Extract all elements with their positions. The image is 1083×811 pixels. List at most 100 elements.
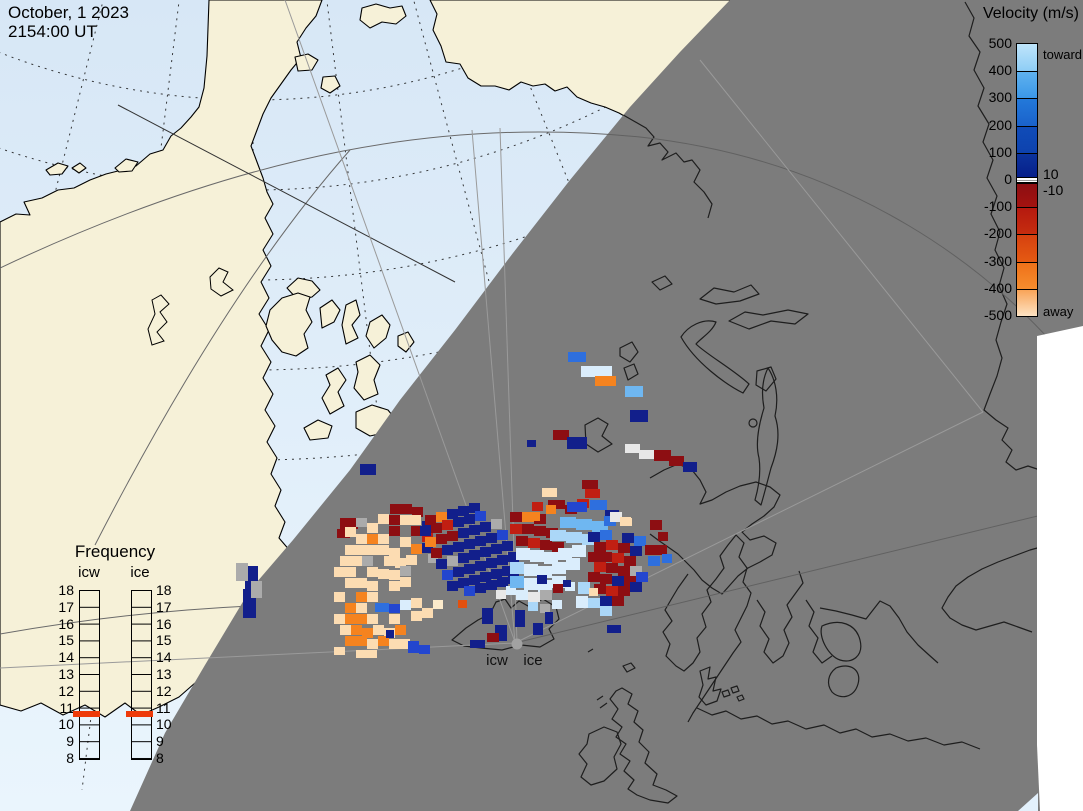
radar-cell: [345, 567, 356, 577]
island: [319, 299, 341, 329]
radar-cell: [630, 410, 648, 422]
radar-cell: [542, 488, 557, 497]
radar-cell: [447, 509, 458, 519]
frequency-scale-label: 15: [58, 632, 74, 649]
frequency-panel-title: Frequency: [74, 542, 156, 561]
radar-cell: [654, 450, 671, 461]
radar-cell: [625, 444, 640, 453]
radar-cell: [566, 532, 582, 543]
colorbar-segment: [1017, 98, 1037, 126]
radar-cell: [606, 563, 618, 573]
radar-cell: [648, 556, 660, 566]
radar-cell: [585, 489, 600, 498]
colorbar-segment: [1017, 288, 1037, 316]
radar-cell: [600, 606, 612, 616]
radar-cell: [362, 628, 373, 638]
zero-upper-label: 10: [1043, 166, 1059, 182]
radar-cell: [401, 504, 412, 514]
radar-cell: [497, 555, 508, 565]
frequency-scale-label: 8: [66, 750, 74, 766]
radar-cell: [400, 600, 411, 610]
radar-cell: [384, 556, 395, 566]
radar-cell: [553, 430, 569, 440]
radar-cell: [486, 533, 497, 543]
frequency-scale-label: 16: [156, 615, 172, 632]
coast-svalbard: [651, 275, 809, 394]
radar-cell: [433, 600, 443, 609]
colorbar-tick-label: 200: [988, 116, 1012, 133]
frequency-scale-label: 9: [66, 733, 74, 750]
radar-cell: [522, 524, 534, 534]
frequency-scale-label: 14: [156, 649, 172, 666]
radar-cell: [480, 572, 491, 582]
island: [45, 162, 69, 176]
velocity-colorbar: [1016, 43, 1038, 317]
radar-cell: [592, 521, 608, 532]
colorbar-zero-band: [1017, 177, 1037, 183]
radar-cell: [634, 536, 646, 546]
radar-cell: [560, 517, 576, 528]
radar-cell: [510, 512, 522, 522]
coast-russia-south: [819, 600, 939, 664]
radar-cell: [378, 534, 389, 544]
radar-cell: [442, 545, 453, 555]
radar-cell: [337, 529, 350, 538]
radar-cell: [600, 552, 612, 562]
radar-cell: [345, 603, 356, 613]
frequency-marker-ice: [126, 711, 153, 718]
radar-cell: [553, 584, 563, 593]
radar-cell: [491, 519, 502, 529]
coast-white-sea: [649, 463, 781, 595]
radar-cell: [618, 586, 630, 596]
radar-cell: [334, 647, 345, 655]
radar-cell: [340, 625, 351, 635]
radar-cell: [442, 570, 453, 580]
radar-cell: [639, 450, 654, 459]
day-coast-details: [147, 267, 234, 346]
radar-cell: [563, 580, 571, 587]
island: [71, 162, 87, 174]
colorbar-segment: [1017, 71, 1037, 99]
radar-cell: [356, 636, 367, 646]
island: [294, 53, 319, 72]
radar-cell: [425, 537, 436, 547]
radar-cell: [453, 567, 464, 577]
radar-cell: [636, 572, 648, 582]
radar-cell: [236, 563, 248, 581]
night-terminator-overlay: [130, 0, 1083, 811]
frequency-scale-label: 17: [156, 598, 172, 615]
radar-cell: [558, 548, 572, 560]
frequency-bar-ice: [131, 590, 152, 760]
radar-cell: [447, 556, 458, 566]
colorbar-segment: [1017, 44, 1037, 72]
radar-cell: [491, 544, 502, 554]
radar-cell: [345, 636, 356, 646]
radar-cell: [630, 546, 642, 556]
radar-cell: [618, 543, 630, 553]
radar-cell: [425, 515, 436, 525]
radar-cell: [487, 633, 499, 642]
coast-small-isles: [584, 341, 639, 453]
coast-top-land-night: [599, 101, 713, 219]
radar-label-icw: icw: [486, 652, 508, 669]
corner-sea-triangle: [1018, 793, 1038, 811]
coast-scandinavia: [662, 534, 752, 723]
radar-cell: [334, 567, 345, 577]
radar-cell: [600, 596, 612, 606]
radar-cell: [412, 507, 423, 517]
radar-cell: [378, 514, 389, 524]
radar-cell: [367, 534, 378, 544]
radar-cell: [540, 540, 552, 550]
radar-cell: [568, 352, 586, 362]
radar-cell: [515, 610, 525, 627]
toward-label: toward: [1043, 47, 1083, 62]
radar-cell: [544, 552, 558, 564]
radar-cell: [475, 561, 486, 571]
date-label: October, 1 2023: [8, 3, 129, 22]
radar-cell: [567, 502, 587, 512]
radar-cell: [356, 603, 367, 613]
frequency-scale-label: 10: [58, 716, 74, 733]
frequency-scale-label: 11: [59, 699, 74, 716]
radar-cell: [600, 530, 612, 540]
radar-cell: [552, 562, 566, 574]
